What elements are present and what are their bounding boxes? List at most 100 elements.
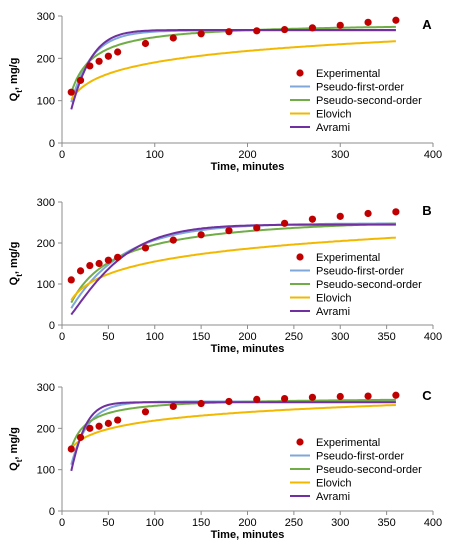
y-tick-label: 100 xyxy=(37,465,55,477)
data-point xyxy=(225,397,233,406)
y-tick-label: 300 xyxy=(37,11,55,23)
data-point xyxy=(281,394,289,403)
data-point xyxy=(95,259,103,268)
legend-label: Pseudo-second-order xyxy=(316,279,422,291)
x-tick-label: 350 xyxy=(377,331,395,343)
data-point xyxy=(308,24,317,32)
panel-label: A xyxy=(422,17,432,32)
data-point xyxy=(86,261,94,270)
y-axis-label: Qt, mg/g xyxy=(8,427,24,471)
data-point xyxy=(253,395,261,403)
series-line-elovich xyxy=(70,40,396,101)
data-point xyxy=(114,416,122,424)
data-point xyxy=(67,445,75,453)
legend-label: Pseudo-first-order xyxy=(316,451,404,463)
chart-panel-C: 0 100 200 300 0 50 100 150 200 250 300 350 400 Time, … xyxy=(8,382,442,541)
series-line-elovich xyxy=(70,236,396,301)
data-point xyxy=(104,52,112,60)
data-point xyxy=(76,267,85,275)
x-tick-label: 250 xyxy=(285,331,303,343)
data-point xyxy=(336,21,344,29)
data-point xyxy=(364,392,372,400)
data-point xyxy=(308,215,317,223)
series-line-elovich xyxy=(70,404,396,450)
data-point xyxy=(104,419,112,427)
data-point xyxy=(364,209,372,218)
y-axis-label: Qt, mg/g xyxy=(8,58,24,102)
data-point xyxy=(253,27,261,35)
y-tick-label: 0 xyxy=(49,506,55,518)
y-axis-label: Qt, mg/g xyxy=(8,242,24,286)
y-tick-label: 200 xyxy=(37,423,55,435)
y-tick-label: 200 xyxy=(37,53,55,65)
legend-label: Pseudo-second-order xyxy=(316,95,422,107)
x-tick-label: 50 xyxy=(102,517,114,529)
data-point xyxy=(95,57,103,65)
chart-panel-B: 0 100 200 300 0 50 100 150 200 250 300 350 400 Time, … xyxy=(8,197,442,355)
x-tick-label: 300 xyxy=(331,517,349,529)
y-tick-label: 300 xyxy=(37,197,55,209)
legend-marker-experimental xyxy=(296,69,304,77)
y-tick-label: 300 xyxy=(37,382,55,394)
legend-label: Elovich xyxy=(316,109,351,121)
x-tick-label: 200 xyxy=(238,331,256,343)
x-tick-label: 250 xyxy=(285,517,303,529)
legend-label: Elovich xyxy=(316,478,351,490)
data-point xyxy=(67,88,75,96)
x-tick-label: 200 xyxy=(238,149,256,161)
x-tick-label: 150 xyxy=(192,331,210,343)
data-point xyxy=(392,208,400,216)
x-tick-label: 400 xyxy=(424,517,442,529)
data-point xyxy=(169,402,177,411)
data-point xyxy=(76,433,85,442)
legend-label: Avrami xyxy=(316,491,350,503)
x-axis-label: Time, minutes xyxy=(211,161,285,173)
x-axis-label: Time, minutes xyxy=(211,343,285,355)
data-point xyxy=(86,62,94,70)
y-tick-label: 0 xyxy=(49,138,55,150)
data-point xyxy=(197,30,205,38)
data-point xyxy=(141,39,150,48)
x-tick-label: 200 xyxy=(238,517,256,529)
data-point xyxy=(169,236,177,244)
y-tick-label: 100 xyxy=(37,96,55,108)
data-point xyxy=(76,76,85,84)
x-tick-label: 300 xyxy=(331,149,349,161)
legend-label: Elovich xyxy=(316,293,351,305)
data-point xyxy=(95,422,103,430)
x-tick-label: 0 xyxy=(59,149,65,161)
data-point xyxy=(197,399,205,408)
panel-label: C xyxy=(422,388,432,403)
data-point xyxy=(253,224,261,232)
legend-marker-experimental xyxy=(296,253,304,261)
series-line-avrami xyxy=(70,29,396,110)
legend-label: Pseudo-first-order xyxy=(316,266,404,278)
data-point xyxy=(197,231,205,239)
data-point xyxy=(336,212,344,220)
legend-label: Avrami xyxy=(316,306,350,318)
x-tick-label: 100 xyxy=(146,517,164,529)
data-point xyxy=(336,392,344,401)
series-line-avrami xyxy=(70,401,396,472)
data-point xyxy=(141,408,150,416)
x-tick-label: 400 xyxy=(424,331,442,343)
data-point xyxy=(114,48,122,56)
y-tick-label: 100 xyxy=(37,279,55,291)
series-line-avrami xyxy=(70,223,396,316)
data-point xyxy=(169,34,177,42)
legend-label-experimental: Experimental xyxy=(316,68,380,80)
x-tick-label: 50 xyxy=(102,331,114,343)
data-point xyxy=(225,28,233,36)
legend-label: Pseudo-first-order xyxy=(316,82,404,94)
panel-label: B xyxy=(422,203,431,218)
x-axis-label: Time, minutes xyxy=(211,529,285,541)
x-tick-label: 0 xyxy=(59,517,65,529)
x-tick-label: 350 xyxy=(377,517,395,529)
x-tick-label: 300 xyxy=(331,331,349,343)
legend-label-experimental: Experimental xyxy=(316,252,380,264)
data-point xyxy=(281,219,289,227)
data-point xyxy=(67,276,75,284)
x-tick-label: 0 xyxy=(59,331,65,343)
data-point xyxy=(281,25,289,34)
